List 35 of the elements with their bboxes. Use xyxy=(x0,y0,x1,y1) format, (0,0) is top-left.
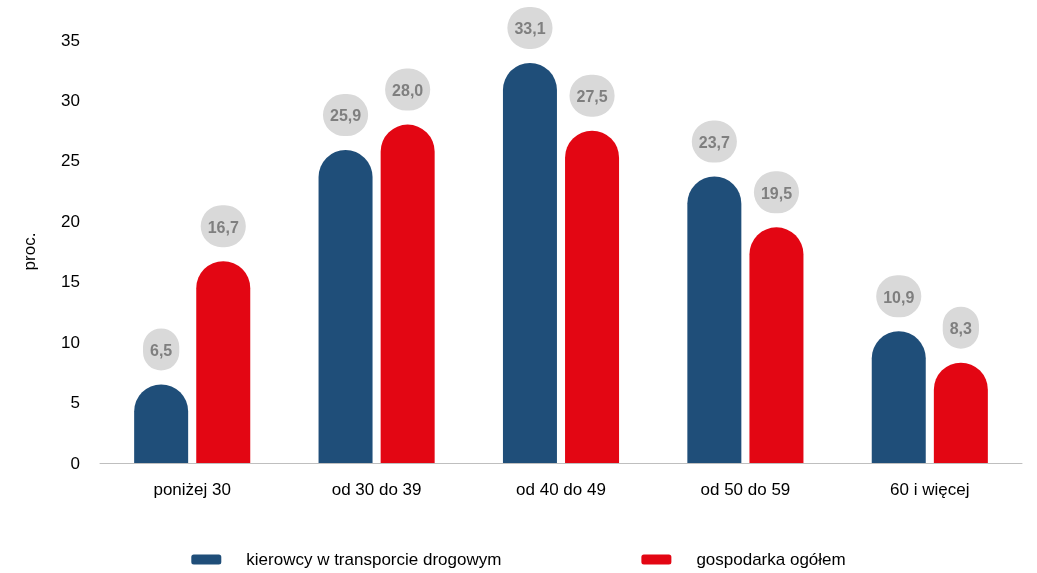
bar xyxy=(687,176,742,463)
y-tick-label: 20 xyxy=(61,211,80,231)
y-tick-label: 15 xyxy=(61,272,80,292)
bar xyxy=(565,130,620,463)
data-label: 19,5 xyxy=(760,184,793,202)
x-tick-label: 60 i więcej xyxy=(890,480,970,499)
data-label: 6,5 xyxy=(150,341,173,359)
y-tick-label: 30 xyxy=(61,90,80,110)
data-label: 27,5 xyxy=(576,88,608,106)
y-axis-title: proc. xyxy=(20,232,39,271)
bar xyxy=(196,261,251,463)
legend-label: kierowcy w transporcie drogowym xyxy=(246,550,502,569)
legend-label: gospodarka ogółem xyxy=(696,550,846,569)
data-label: 16,7 xyxy=(207,218,239,236)
bar xyxy=(318,149,373,463)
data-label: 25,9 xyxy=(329,107,362,125)
bar xyxy=(871,331,926,463)
y-tick-label: 5 xyxy=(70,393,80,413)
y-tick-label: 25 xyxy=(61,151,80,171)
x-tick-label: od 30 do 39 xyxy=(331,480,422,499)
y-tick-label: 0 xyxy=(70,453,80,473)
x-tick-label: poniżej 30 xyxy=(153,480,231,499)
bar xyxy=(502,62,557,463)
bar xyxy=(933,362,988,463)
y-tick-label: 10 xyxy=(61,332,80,352)
x-tick-label: od 50 do 59 xyxy=(700,480,791,499)
data-label: 28,0 xyxy=(392,82,424,100)
data-label: 8,3 xyxy=(949,320,973,338)
bar xyxy=(380,124,435,463)
data-label: 33,1 xyxy=(514,20,546,38)
x-tick-label: od 40 do 49 xyxy=(516,480,606,499)
data-label: 10,9 xyxy=(883,288,915,306)
data-label: 23,7 xyxy=(698,134,731,152)
bar xyxy=(749,227,804,463)
y-tick-label: 35 xyxy=(61,30,80,50)
